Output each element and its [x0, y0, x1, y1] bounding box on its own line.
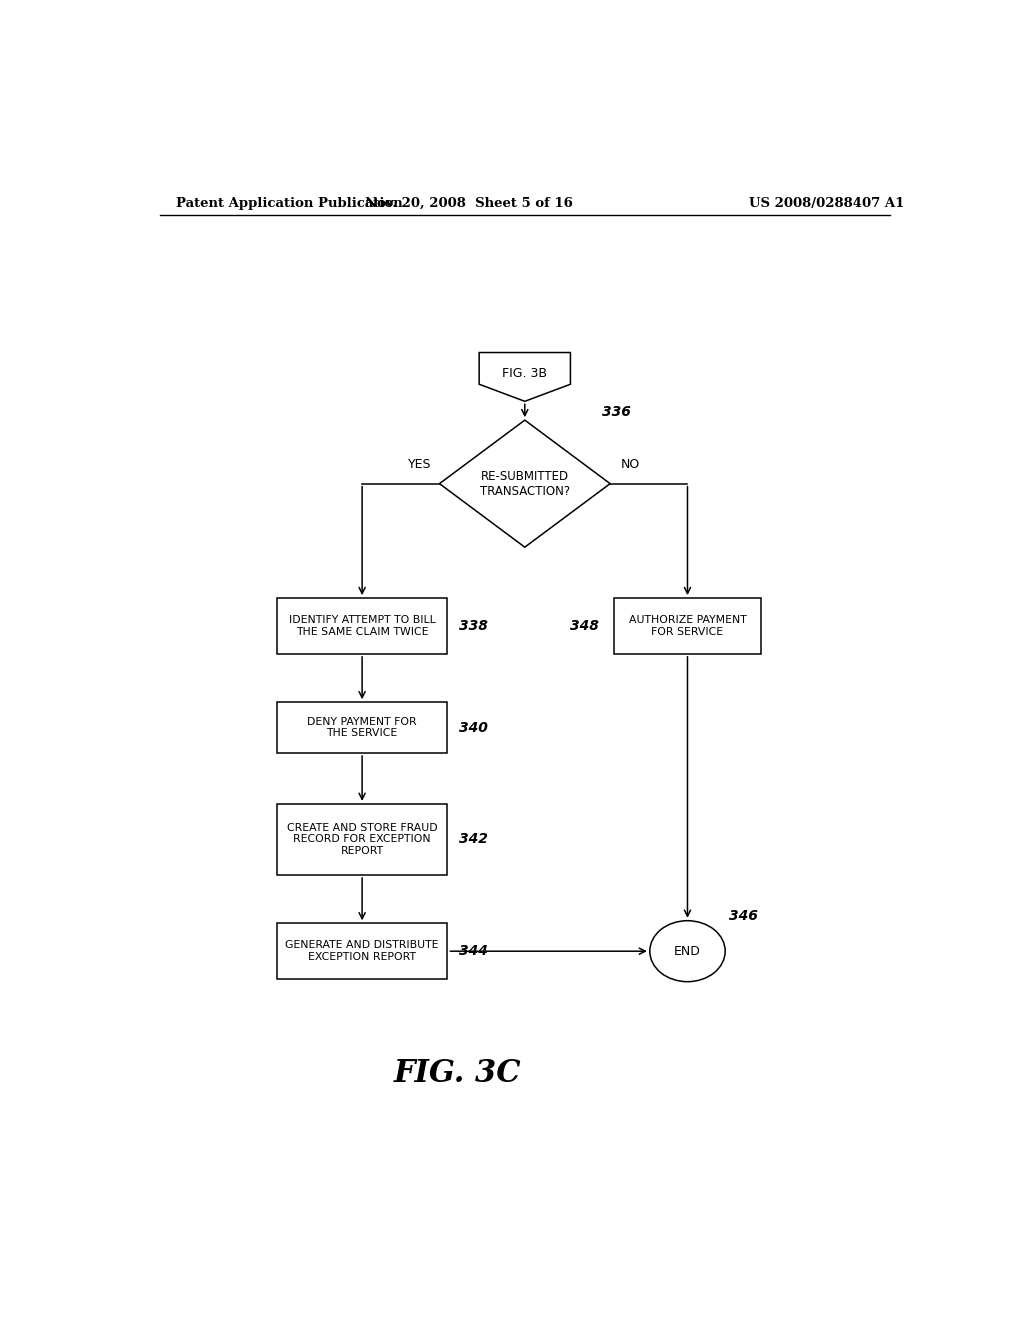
Text: 338: 338	[460, 619, 488, 634]
FancyBboxPatch shape	[276, 923, 447, 979]
Text: 336: 336	[602, 405, 631, 418]
FancyBboxPatch shape	[276, 598, 447, 653]
Text: GENERATE AND DISTRIBUTE
EXCEPTION REPORT: GENERATE AND DISTRIBUTE EXCEPTION REPORT	[286, 940, 439, 962]
Text: NO: NO	[621, 458, 640, 471]
Text: 342: 342	[460, 833, 488, 846]
Text: 348: 348	[570, 619, 599, 634]
Text: END: END	[674, 945, 700, 958]
Text: DENY PAYMENT FOR
THE SERVICE: DENY PAYMENT FOR THE SERVICE	[307, 717, 417, 738]
Polygon shape	[479, 352, 570, 401]
Text: 346: 346	[729, 908, 758, 923]
FancyBboxPatch shape	[276, 804, 447, 875]
Text: Patent Application Publication: Patent Application Publication	[176, 197, 402, 210]
Text: RE-SUBMITTED
TRANSACTION?: RE-SUBMITTED TRANSACTION?	[479, 470, 570, 498]
Polygon shape	[439, 420, 610, 548]
Text: 344: 344	[460, 944, 488, 958]
Text: 340: 340	[460, 721, 488, 735]
Text: AUTHORIZE PAYMENT
FOR SERVICE: AUTHORIZE PAYMENT FOR SERVICE	[629, 615, 746, 636]
Text: Nov. 20, 2008  Sheet 5 of 16: Nov. 20, 2008 Sheet 5 of 16	[366, 197, 573, 210]
Text: US 2008/0288407 A1: US 2008/0288407 A1	[749, 197, 904, 210]
Text: FIG. 3C: FIG. 3C	[393, 1057, 521, 1089]
FancyBboxPatch shape	[614, 598, 761, 653]
Text: CREATE AND STORE FRAUD
RECORD FOR EXCEPTION
REPORT: CREATE AND STORE FRAUD RECORD FOR EXCEPT…	[287, 822, 437, 855]
Text: FIG. 3B: FIG. 3B	[503, 367, 547, 380]
Ellipse shape	[650, 921, 725, 982]
Text: YES: YES	[408, 458, 431, 471]
Text: IDENTIFY ATTEMPT TO BILL
THE SAME CLAIM TWICE: IDENTIFY ATTEMPT TO BILL THE SAME CLAIM …	[289, 615, 435, 636]
FancyBboxPatch shape	[276, 702, 447, 752]
